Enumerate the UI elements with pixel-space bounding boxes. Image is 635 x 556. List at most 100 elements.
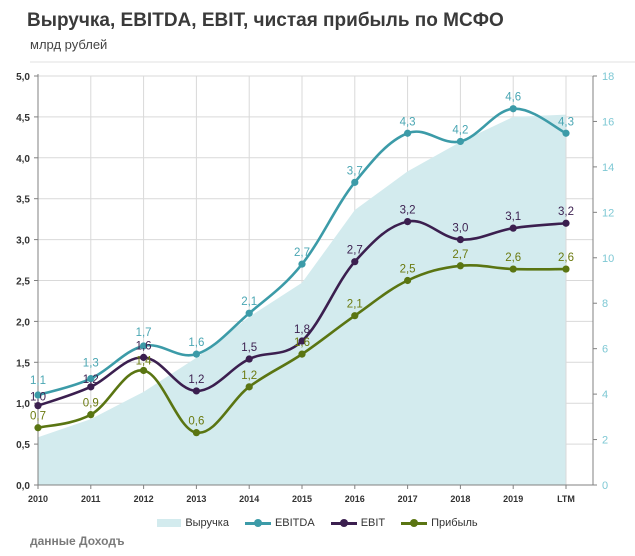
data-label-ebitda: 4,3 <box>400 116 416 128</box>
x-tick-label: 2013 <box>186 494 206 504</box>
y-left-tick-label: 4,5 <box>16 113 30 124</box>
y-left-tick-label: 1,5 <box>16 358 30 369</box>
point-ebit <box>562 219 570 227</box>
point-profit <box>404 276 412 285</box>
point-ebitda <box>351 178 359 186</box>
point-ebit <box>456 236 464 244</box>
y-right-tick-label: 0 <box>602 480 608 492</box>
y-right-tick-label: 14 <box>602 162 614 174</box>
point-profit <box>192 429 200 437</box>
data-label-ebitda: 2,1 <box>241 296 257 308</box>
data-label-ebit: 1,5 <box>241 342 257 354</box>
point-profit <box>245 383 253 391</box>
y-left-tick-label: 3,5 <box>16 195 30 206</box>
point-ebitda <box>87 375 95 383</box>
x-tick-label: LTM <box>557 494 575 504</box>
data-label-ebit: 1,2 <box>188 374 204 386</box>
point-ebitda <box>140 342 148 350</box>
data-label-ebit: 1,6 <box>136 340 152 352</box>
x-tick-label: 2019 <box>503 494 523 504</box>
point-ebitda <box>245 309 253 317</box>
data-label-ebitda: 4,3 <box>558 116 574 128</box>
x-tick-label: 2015 <box>292 494 312 504</box>
point-ebit <box>298 337 306 345</box>
data-label-ebitda: 4,2 <box>452 124 468 136</box>
area-revenue <box>38 114 566 485</box>
data-label-ebit: 1,2 <box>83 374 99 386</box>
y-right-tick-label: 10 <box>602 253 614 265</box>
legend-item-ebit: EBIT <box>330 517 385 529</box>
point-ebit <box>404 218 412 226</box>
point-ebit <box>140 353 148 361</box>
point-ebitda <box>298 260 306 268</box>
y-left-tick-label: 2,5 <box>16 277 30 288</box>
x-tick-label: 2016 <box>345 494 365 504</box>
legend-swatch-ebit <box>330 518 357 528</box>
legend-swatch-revenue <box>157 519 182 527</box>
point-ebit <box>509 224 517 232</box>
x-tick-label: 2010 <box>28 494 48 504</box>
point-ebit <box>245 355 253 363</box>
y-left-tick-label: 4,0 <box>16 154 30 165</box>
point-ebitda <box>456 137 464 146</box>
data-label-profit: 1,4 <box>136 355 153 367</box>
data-label-profit: 0,7 <box>30 411 46 423</box>
point-ebitda <box>34 391 42 399</box>
data-label-profit: 2,6 <box>558 252 574 264</box>
data-label-ebitda: 3,7 <box>347 165 363 177</box>
legend-label-ebitda: EBITDA <box>274 517 315 529</box>
point-ebit <box>87 383 95 391</box>
source-note: данные Доходъ <box>30 534 125 548</box>
y-left-tick-label: 2,0 <box>16 317 30 328</box>
legend-item-revenue: Выручка <box>157 517 229 529</box>
legend-swatch-profit <box>401 518 428 528</box>
data-label-ebit: 3,2 <box>400 205 416 217</box>
point-ebitda <box>562 129 570 137</box>
y-right-tick-label: 16 <box>602 116 614 128</box>
point-profit <box>456 262 464 270</box>
point-ebitda <box>509 105 517 113</box>
y-right-tick-label: 4 <box>602 389 608 401</box>
data-label-ebitda: 4,6 <box>505 92 521 104</box>
legend-label-revenue: Выручка <box>185 517 229 529</box>
data-label-ebitda: 1,6 <box>188 337 204 349</box>
data-label-profit: 1,2 <box>241 370 257 382</box>
data-label-profit: 1,6 <box>294 337 310 349</box>
point-ebit <box>192 387 200 395</box>
x-tick-label: 2011 <box>81 494 101 504</box>
chart-title: Выручка, EBITDA, EBIT, чистая прибыль по… <box>27 10 504 31</box>
point-ebitda <box>404 129 412 137</box>
y-left-tick-label: 0,5 <box>16 440 30 451</box>
data-label-profit: 2,5 <box>400 264 416 276</box>
y-right-tick-label: 6 <box>602 344 608 356</box>
y-right-tick-label: 2 <box>602 435 608 447</box>
x-tick-label: 2018 <box>450 494 470 504</box>
y-left-tick-label: 5,0 <box>16 72 30 83</box>
point-profit <box>562 265 570 273</box>
data-label-ebit: 3,1 <box>505 211 521 223</box>
point-profit <box>351 312 359 320</box>
data-label-profit: 2,7 <box>452 249 468 261</box>
point-ebitda <box>192 350 200 358</box>
data-label-ebitda: 1,3 <box>83 358 99 370</box>
y-left-tick-label: 0,0 <box>16 481 30 492</box>
data-label-ebitda: 1,1 <box>30 375 46 387</box>
legend-item-profit: Прибыль <box>401 517 478 529</box>
point-profit <box>509 265 517 273</box>
data-label-profit: 2,6 <box>505 252 521 264</box>
point-profit <box>298 350 306 358</box>
data-label-ebitda: 1,7 <box>136 327 152 339</box>
data-label-ebit: 1,0 <box>30 392 46 404</box>
data-label-profit: 0,6 <box>188 416 204 428</box>
chart-subtitle: млрд рублей <box>30 37 108 52</box>
point-profit <box>87 411 95 419</box>
y-right-tick-label: 18 <box>602 71 614 83</box>
data-label-ebit: 3,0 <box>452 223 468 235</box>
legend-item-ebitda: EBITDA <box>244 517 315 529</box>
line-profit <box>36 264 568 434</box>
x-tick-label: 2014 <box>239 494 259 504</box>
y-left-tick-label: 1,0 <box>16 399 30 410</box>
data-label-ebit: 2,7 <box>347 245 363 257</box>
data-label-ebitda: 2,7 <box>294 247 310 259</box>
y-left-tick-label: 3,0 <box>16 236 30 247</box>
